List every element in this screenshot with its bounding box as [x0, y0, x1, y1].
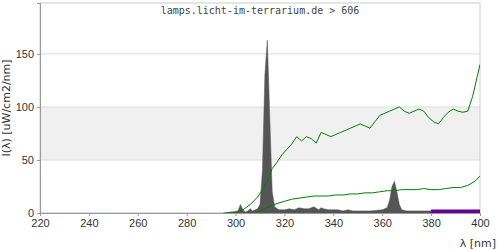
title: lamps.licht-im-terrarium.de > 606	[161, 5, 360, 16]
x-tick: 240	[80, 213, 98, 229]
x-tick: 340	[325, 213, 343, 229]
y-tick: 100	[16, 101, 40, 113]
x-tick: 320	[276, 213, 294, 229]
x-tick-label: 320	[276, 217, 294, 229]
x-axis: 220 240 260 280 300 320 340 360 380 400	[31, 213, 489, 229]
x-axis-title: λ [nm]	[460, 237, 496, 250]
y-tick: 150	[16, 48, 40, 60]
spectrum-area	[223, 40, 431, 213]
x-tick: 360	[374, 213, 392, 229]
chart: 220 240 260 280 300 320 340 360 380 400 0 50 100 150 l…	[0, 0, 500, 250]
grid-band	[40, 107, 480, 160]
x-tick-label: 260	[129, 217, 147, 229]
x-tick-label: 220	[31, 217, 49, 229]
x-tick-mark	[138, 213, 139, 216]
x-tick-label: 300	[227, 217, 245, 229]
y-axis-line	[37, 4, 41, 214]
x-tick: 400	[471, 213, 489, 229]
x-tick: 380	[422, 213, 440, 229]
spectrum-area	[431, 210, 480, 213]
y-tick-label: 100	[16, 101, 34, 113]
x-axis-line	[41, 214, 481, 217]
y-tick-label: 150	[16, 48, 34, 60]
y-tick: 50	[22, 154, 40, 166]
grid-line	[40, 106, 480, 107]
x-tick-mark	[236, 213, 237, 216]
y-axis: 0 50 100 150	[16, 4, 41, 220]
x-tick: 220	[31, 213, 49, 229]
y-tick-label: 0	[28, 207, 34, 219]
grid-bands	[40, 107, 480, 160]
x-tick: 260	[129, 213, 147, 229]
x-tick-label: 400	[471, 217, 489, 229]
y-tick-label: 50	[22, 154, 34, 166]
series-line	[226, 65, 480, 213]
x-tick-mark	[431, 213, 432, 216]
grid-line	[40, 159, 480, 160]
y-tick-mark	[37, 107, 40, 108]
y-tick-mark	[37, 213, 40, 214]
grid	[40, 54, 480, 213]
y-tick-mark	[37, 160, 40, 161]
x-tick-label: 240	[80, 217, 98, 229]
x-tick-mark	[89, 213, 90, 216]
y-tick-mark	[37, 54, 40, 55]
series-line	[255, 176, 480, 213]
x-tick-label: 340	[325, 217, 343, 229]
x-tick-mark	[187, 213, 188, 216]
x-tick-label: 280	[178, 217, 196, 229]
x-tick-mark	[333, 213, 334, 216]
grid-line	[40, 53, 480, 54]
y-axis-title: I(λ) [uW/cm2/nm]	[0, 59, 13, 156]
x-tick: 300	[227, 213, 245, 229]
x-tick-label: 360	[374, 217, 392, 229]
x-tick-label: 380	[422, 217, 440, 229]
plot-frame	[40, 3, 480, 213]
x-tick: 280	[178, 213, 196, 229]
x-tick-mark	[480, 213, 481, 216]
plot-area	[223, 40, 480, 213]
x-tick-mark	[284, 213, 285, 216]
y-tick: 0	[28, 207, 40, 219]
x-tick-mark	[382, 213, 383, 216]
